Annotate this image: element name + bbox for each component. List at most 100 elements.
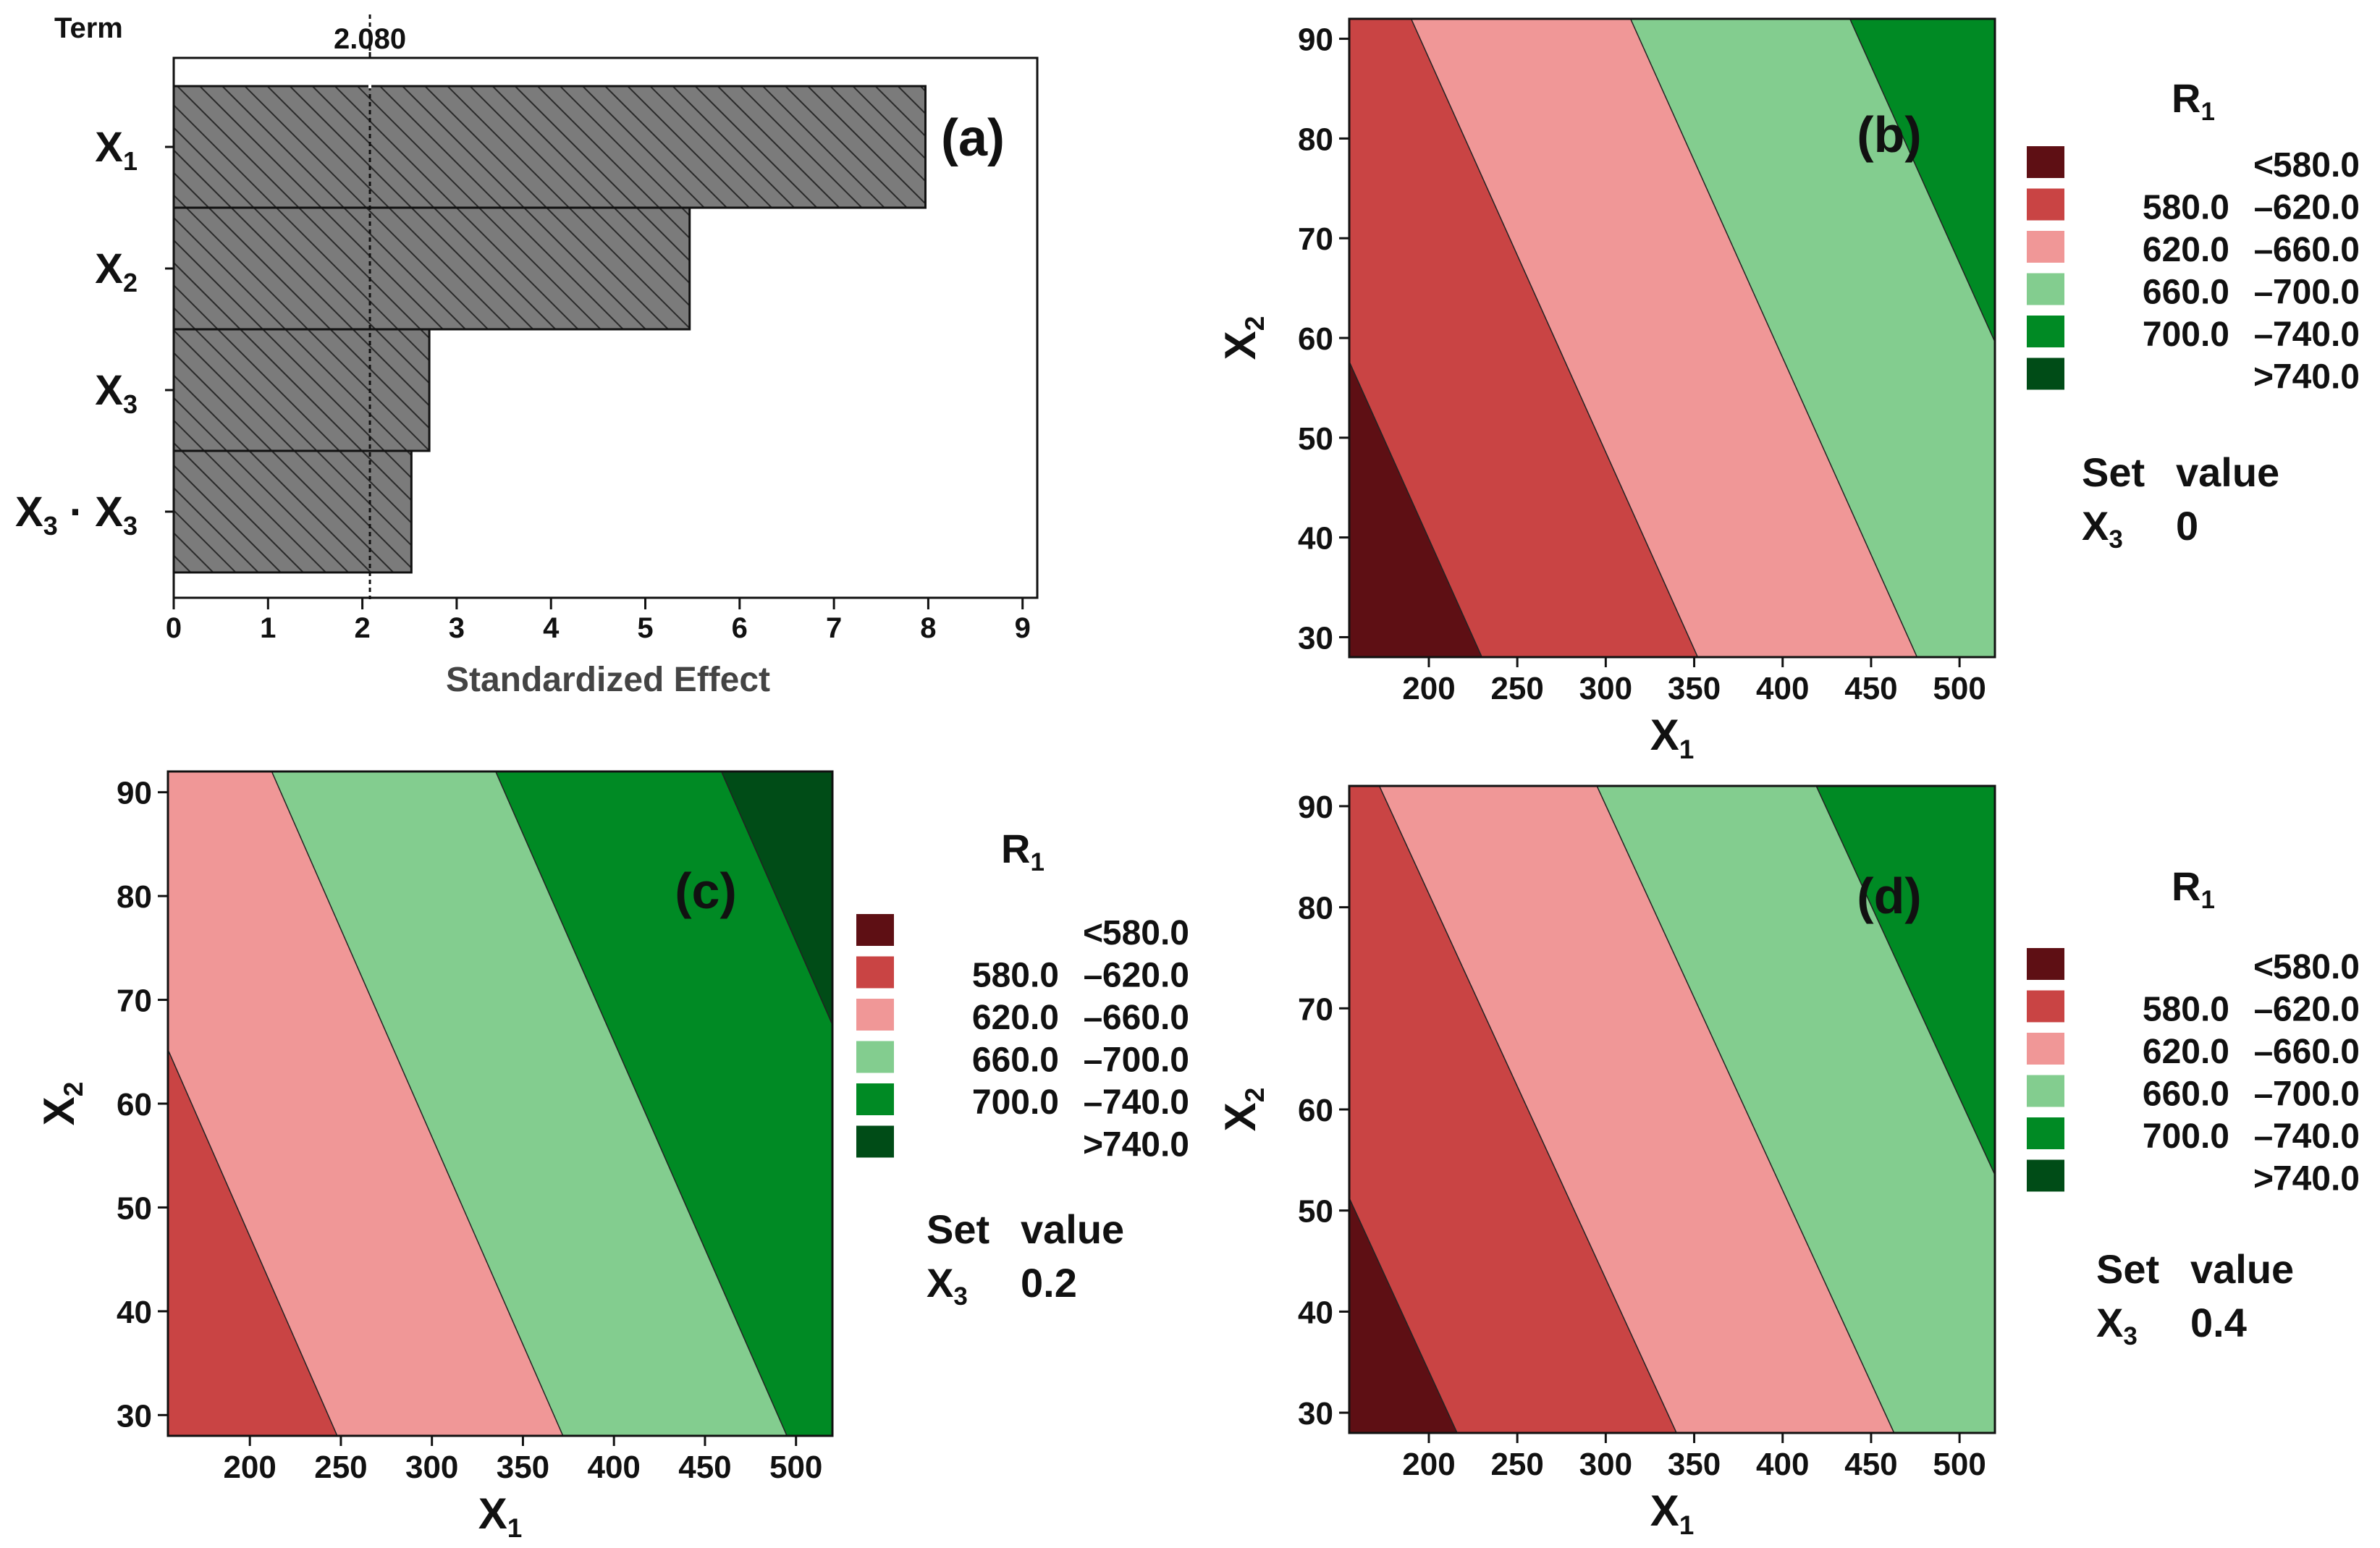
category-label-2: X2 (95, 245, 138, 297)
value-header: value (2176, 449, 2279, 495)
legend-high-label: 700.0 (1102, 1041, 1189, 1080)
legend-low-label: 660.0 (2143, 1075, 2229, 1114)
legend-symbol: < (1083, 914, 1103, 952)
legend-swatch-4 (856, 1041, 894, 1073)
x-tick-label: 350 (1668, 671, 1721, 706)
legend-high-label: 660.0 (2273, 231, 2360, 269)
legend-swatch-4 (2027, 273, 2064, 305)
region-lt-580 (1349, 1196, 1458, 1433)
legend-high-label: 580.0 (2273, 146, 2360, 185)
legend-high-label: 580.0 (1102, 914, 1189, 952)
panel-label: (c) (675, 863, 737, 919)
legend-high-label: 740.0 (2273, 1117, 2360, 1156)
contour-regions (168, 771, 832, 1436)
legend-high-label: 740.0 (2273, 316, 2360, 354)
x-tick-label: 400 (587, 1450, 640, 1485)
y-tick-label: 50 (1298, 1194, 1333, 1230)
bar-3 (172, 328, 431, 452)
x-tick-label: 300 (405, 1450, 458, 1485)
x-tick-label: 3 (449, 612, 465, 644)
panel-c-contour-plot: 200 250 300 350 400 450 500 30 40 50 60 70 80 90 X1 X2 (… (35, 770, 1189, 1543)
legend-symbol: – (1084, 957, 1103, 995)
set-variable: X3 (2082, 503, 2123, 554)
legend-symbol: < (2253, 146, 2274, 185)
region-620-660 (168, 771, 564, 1436)
category-label-3: X3 (95, 367, 138, 419)
region-lt-580 (1349, 360, 1483, 657)
y-tick-label: 90 (117, 776, 152, 811)
panel-label: (b) (1857, 106, 1921, 163)
legend-swatch-3 (856, 999, 894, 1031)
legend-title: R1 (1001, 826, 1045, 876)
legend-high-label: 580.0 (2273, 948, 2360, 986)
x-tick-label: 400 (1756, 671, 1809, 706)
x-axis-title: X1 (1650, 711, 1695, 764)
region-580-620 (1349, 19, 1699, 657)
category-label-4: X3 · X3 (15, 488, 138, 541)
bar-4 (172, 449, 413, 574)
legend-swatch-5 (2027, 1117, 2064, 1149)
reference-line-label: 2.080 (334, 23, 406, 55)
x-tick-label: 500 (1933, 671, 1986, 706)
y-tick-label: 60 (1298, 321, 1333, 357)
x-tick-label: 2 (354, 612, 370, 644)
x-tick-label: 0 (166, 612, 182, 644)
y-tick-label: 70 (117, 984, 152, 1019)
y-tick-label: 50 (117, 1190, 152, 1226)
y-tick-label: 70 (1298, 221, 1333, 257)
category-label-1: X1 (95, 124, 138, 176)
x-tick-label: 5 (637, 612, 653, 644)
y-tick-label: 30 (1298, 620, 1333, 656)
legend-symbol: > (2253, 358, 2274, 397)
legend-symbol: – (2254, 231, 2274, 269)
region-580-620 (168, 1048, 338, 1436)
x-tick-label: 350 (497, 1450, 549, 1485)
y-axis-title: Term (54, 12, 123, 44)
y-tick-label: 90 (1298, 790, 1333, 825)
x-axis-title: X1 (1650, 1486, 1695, 1540)
set-value: 0.2 (1021, 1260, 1077, 1306)
set-header: Set (927, 1206, 989, 1252)
legend-swatch-3 (2027, 1033, 2064, 1065)
x-axis-title: X1 (478, 1489, 523, 1543)
legend-high-label: 740.0 (1102, 1083, 1189, 1122)
legend-swatch-2 (2027, 188, 2064, 221)
x-tick-label: 300 (1579, 1447, 1632, 1482)
legend-high-label: 620.0 (2273, 991, 2360, 1029)
x-tick-label: 350 (1668, 1447, 1721, 1482)
legend-swatch-1 (2027, 146, 2064, 178)
legend-high-label: 660.0 (2273, 1033, 2360, 1071)
x-tick-label: 450 (1844, 671, 1897, 706)
legend-swatch-5 (2027, 316, 2064, 347)
x-tick-label: 450 (678, 1450, 731, 1485)
legend-high-label: 700.0 (2273, 1075, 2360, 1114)
legend-swatch-2 (2027, 990, 2064, 1023)
x-tick-label: 250 (1490, 671, 1543, 706)
x-tick-label: 8 (920, 612, 936, 644)
legend-symbol: > (2253, 1160, 2274, 1198)
legend-swatch-6 (856, 1125, 894, 1158)
legend-low-label: 580.0 (2143, 991, 2229, 1029)
legend-swatch-1 (856, 914, 894, 946)
legend-symbol: – (2254, 316, 2274, 354)
legend-swatch-1 (2027, 948, 2064, 980)
set-header: Set (2082, 449, 2145, 495)
legend-swatch-6 (2027, 358, 2064, 390)
y-tick-label: 30 (1298, 1396, 1333, 1431)
x-tick-label: 250 (314, 1450, 367, 1485)
x-tick-label: 9 (1015, 612, 1031, 644)
legend-symbol: – (1084, 1083, 1103, 1122)
value-header: value (1021, 1206, 1124, 1252)
legend-high-label: 620.0 (2273, 189, 2360, 227)
legend-low-label: 660.0 (2143, 274, 2229, 312)
x-tick-label: 200 (1402, 1447, 1455, 1482)
legend-symbol: – (2254, 1033, 2274, 1071)
y-tick-label: 50 (1298, 421, 1333, 457)
bar-2 (172, 206, 691, 331)
set-variable: X3 (927, 1260, 968, 1311)
legend-high-label: 740.0 (1102, 1126, 1189, 1164)
legend-title: R1 (2172, 75, 2215, 126)
legend-swatch-5 (856, 1083, 894, 1115)
legend-symbol: < (2253, 948, 2274, 986)
